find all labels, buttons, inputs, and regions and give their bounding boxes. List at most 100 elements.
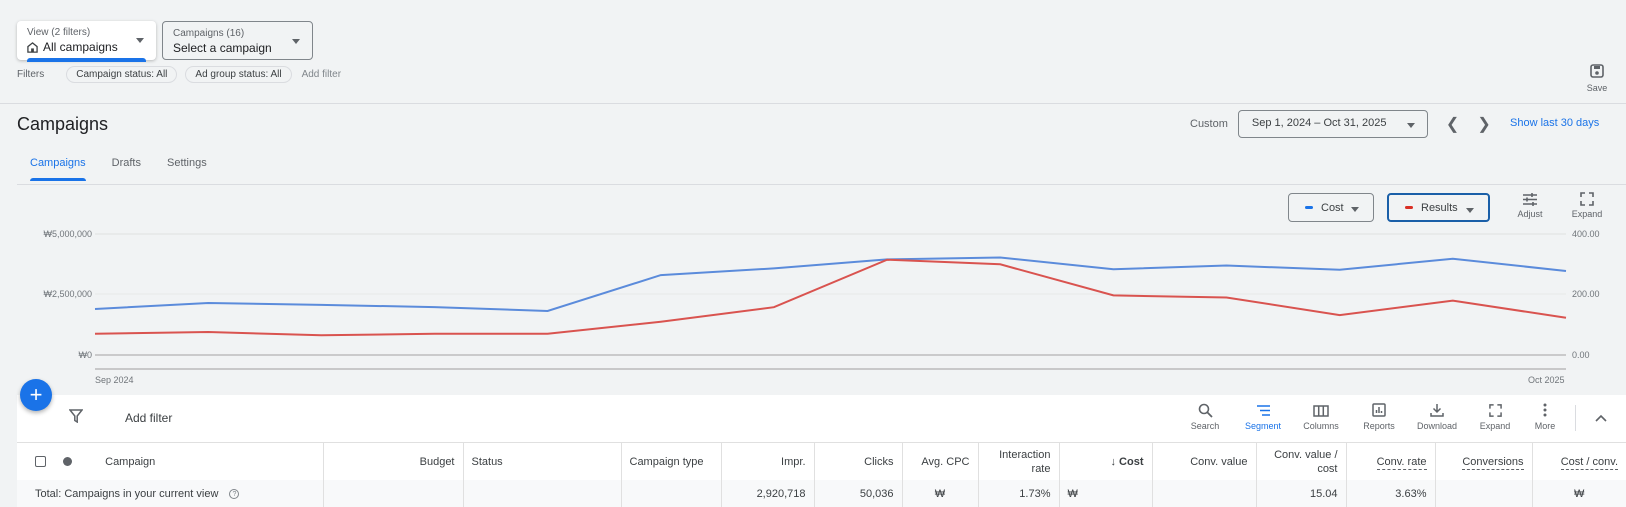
date-range-area: Custom Sep 1, 2024 – Oct 31, 2025 ❮ ❯ <box>1190 110 1491 138</box>
campaigns-table: Campaign Budget Status Campaign type Imp… <box>17 443 1626 507</box>
toolbar-expand-label: Expand <box>1479 421 1511 431</box>
save-button[interactable]: Save <box>1580 63 1614 93</box>
fullscreen-icon <box>1580 192 1594 206</box>
column-header-avg-cpc[interactable]: Avg. CPC <box>902 443 979 480</box>
reports-icon <box>1372 403 1386 417</box>
page-tabs: Campaigns Drafts Settings <box>30 157 207 181</box>
metric-cost-label: Cost <box>1321 201 1344 214</box>
total-campaign-type <box>621 480 722 507</box>
column-header-conv-rate[interactable]: Conv. rate <box>1346 443 1436 480</box>
metric-results-dropdown[interactable]: Results <box>1387 193 1490 222</box>
table-add-filter[interactable]: Add filter <box>125 411 173 425</box>
total-status <box>463 480 622 507</box>
more-icon <box>1543 403 1547 417</box>
toolbar-search-button[interactable]: Search <box>1180 403 1230 431</box>
toolbar-download-label: Download <box>1416 421 1458 431</box>
column-header-conv-value[interactable]: Conv. value <box>1152 443 1257 480</box>
date-range-picker[interactable]: Sep 1, 2024 – Oct 31, 2025 <box>1237 110 1428 138</box>
date-range-value: Sep 1, 2024 – Oct 31, 2025 <box>1251 117 1387 129</box>
total-cost: ₩ <box>1059 480 1153 507</box>
tab-campaigns[interactable]: Campaigns <box>30 157 86 181</box>
toolbar-more-button[interactable]: More <box>1520 403 1570 431</box>
adjust-button[interactable]: Adjust <box>1510 192 1550 219</box>
search-icon <box>1198 403 1213 418</box>
chevron-up-icon[interactable] <box>1595 409 1607 425</box>
table-header-row: Campaign Budget Status Campaign type Imp… <box>17 443 1626 480</box>
view-dropdown-value: All campaigns <box>43 40 118 54</box>
filter-chip-ad-group-status[interactable]: Ad group status: All <box>185 66 292 83</box>
campaigns-table-panel: Add filter Search Segment Columns Report… <box>17 395 1626 507</box>
toolbar-columns-label: Columns <box>1303 421 1339 431</box>
add-filter-link[interactable]: Add filter <box>301 69 342 80</box>
previous-period-icon[interactable]: ❮ <box>1445 116 1460 133</box>
toolbar-reports-label: Reports <box>1363 421 1395 431</box>
metric-results-label: Results <box>1421 201 1458 214</box>
chevron-down-icon <box>136 38 144 43</box>
create-button[interactable]: + <box>20 379 52 411</box>
toolbar-divider <box>1575 405 1576 431</box>
status-dot-icon <box>63 457 73 467</box>
column-header-conversions[interactable]: Conversions <box>1435 443 1533 480</box>
chevron-down-icon <box>292 39 300 44</box>
view-dropdown-label: View (2 filters) <box>27 27 91 38</box>
column-header-campaign[interactable]: Campaign <box>105 455 156 468</box>
column-header-impr[interactable]: Impr. <box>721 443 815 480</box>
show-last-30-days-link[interactable]: Show last 30 days <box>1510 117 1600 129</box>
column-header-interaction-rate[interactable]: Interaction rate <box>978 443 1060 480</box>
toolbar-expand-button[interactable]: Expand <box>1470 403 1520 431</box>
chart-expand-button[interactable]: Expand <box>1567 192 1607 219</box>
divider <box>0 103 1626 104</box>
expand-label: Expand <box>1571 209 1603 219</box>
view-dropdown[interactable]: View (2 filters) All campaigns <box>17 21 156 62</box>
tab-settings[interactable]: Settings <box>166 157 207 169</box>
filters-label: Filters <box>17 69 45 80</box>
toolbar-segment-button[interactable]: Segment <box>1238 403 1288 431</box>
total-impr: 2,920,718 <box>721 480 815 507</box>
expand-icon <box>1488 404 1502 417</box>
table-total-row: Total: Campaigns in your current view ? … <box>17 480 1626 507</box>
save-label: Save <box>1586 83 1608 93</box>
column-header-budget[interactable]: Budget <box>323 443 464 480</box>
column-header-cost[interactable]: ↓ Cost <box>1059 443 1153 480</box>
total-budget <box>323 480 464 507</box>
column-header-conv-value-cost[interactable]: Conv. value / cost <box>1256 443 1347 480</box>
toolbar-reports-button[interactable]: Reports <box>1354 403 1404 431</box>
metric-cost-dropdown[interactable]: Cost <box>1288 193 1374 222</box>
adjust-label: Adjust <box>1517 209 1543 219</box>
home-icon <box>27 41 38 53</box>
tab-drafts[interactable]: Drafts <box>111 157 141 169</box>
select-all-checkbox[interactable] <box>35 456 46 468</box>
chevron-down-icon <box>1406 123 1415 128</box>
total-interaction-rate: 1.73% <box>978 480 1060 507</box>
total-conv-value <box>1152 480 1257 507</box>
column-header-status[interactable]: Status <box>463 443 622 480</box>
y-axis-right-tick: 0.00 <box>1572 350 1590 360</box>
y-axis-left-tick: ₩5,000,000 <box>43 229 92 239</box>
table-toolbar: Add filter Search Segment Columns Report… <box>17 395 1626 443</box>
toolbar-more-label: More <box>1534 421 1556 431</box>
tabs-divider <box>17 184 1626 185</box>
results-swatch-icon <box>1405 206 1413 209</box>
help-icon[interactable]: ? <box>229 488 240 499</box>
column-header-clicks[interactable]: Clicks <box>814 443 903 480</box>
cost-swatch-icon <box>1305 206 1313 209</box>
filter-icon[interactable] <box>68 409 84 428</box>
total-conversions <box>1435 480 1533 507</box>
total-cost-per-conv: ₩ <box>1532 480 1626 507</box>
performance-chart <box>94 233 1567 370</box>
columns-icon <box>1313 405 1329 417</box>
toolbar-download-button[interactable]: Download <box>1412 403 1462 431</box>
next-period-icon[interactable]: ❯ <box>1477 116 1491 133</box>
x-axis-end-label: Oct 2025 <box>1528 375 1565 385</box>
results-line <box>94 258 1567 337</box>
column-header-cost-per-conv[interactable]: Cost / conv. <box>1560 455 1618 470</box>
chevron-down-icon <box>1351 207 1359 212</box>
tune-icon <box>1523 193 1537 206</box>
view-active-indicator <box>27 58 146 62</box>
column-header-campaign-type[interactable]: Campaign type <box>621 443 722 480</box>
filter-chip-campaign-status[interactable]: Campaign status: All <box>66 66 178 83</box>
total-row-label: Total: Campaigns in your current view <box>35 487 219 500</box>
y-axis-right-tick: 400.00 <box>1572 229 1600 239</box>
campaign-dropdown[interactable]: Campaigns (16) Select a campaign <box>162 21 313 60</box>
toolbar-columns-button[interactable]: Columns <box>1296 403 1346 431</box>
